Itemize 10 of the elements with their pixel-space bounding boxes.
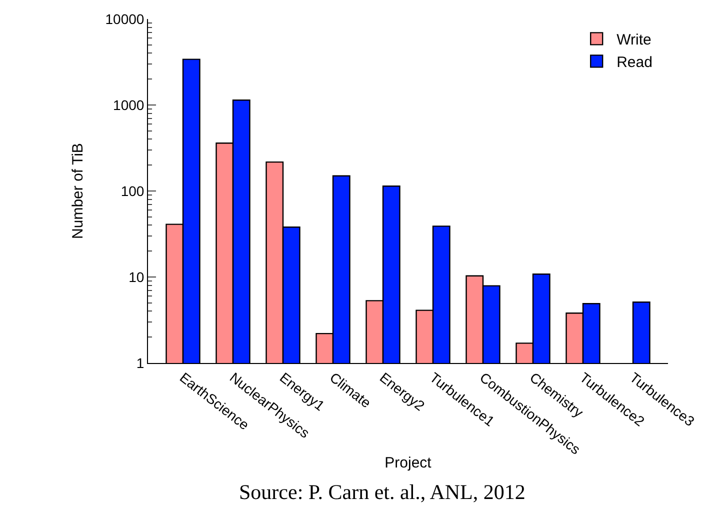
legend-label: Read (616, 54, 652, 72)
y-axis-title: Number of TiB (70, 143, 87, 239)
y-tick-label: 10000 (105, 10, 144, 27)
y-tick-label: 100 (120, 182, 144, 199)
y-tick-label: 1000 (113, 96, 144, 113)
x-axis-title: Project (384, 454, 432, 472)
legend-label: Write (616, 32, 652, 49)
y-tick-label: 1 (136, 354, 144, 371)
y-tick-label: 10 (128, 268, 144, 285)
source-note: Source: P. Carn et. al., ANL, 2012 (239, 480, 526, 504)
